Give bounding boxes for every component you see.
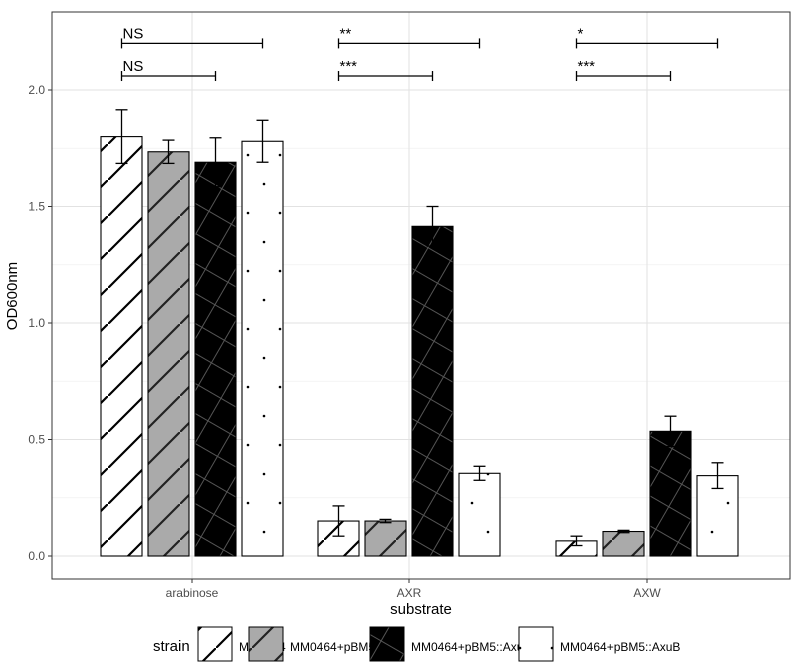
- bar: [411, 225, 454, 557]
- legend-label: MM0464+pBM5::AxuB: [560, 640, 680, 654]
- significance-label: ***: [578, 58, 596, 75]
- x-tick-label: AXR: [397, 586, 422, 600]
- bar: [364, 520, 407, 557]
- significance-label: *: [578, 25, 584, 42]
- y-tick-label: 0.0: [28, 549, 45, 563]
- bar: [147, 151, 190, 557]
- y-axis-label: OD600nm: [4, 262, 21, 330]
- legend-label: MM0464+pBM5::AxuA: [411, 640, 531, 654]
- panel-border: [51, 11, 791, 580]
- legend-label: MM0464+pBM5: [290, 640, 375, 654]
- bar: [649, 430, 692, 557]
- significance-label: NS: [123, 58, 144, 75]
- y-tick-label: 1.5: [28, 200, 45, 214]
- y-tick-label: 0.5: [28, 433, 45, 447]
- axes: 0.0 0.5 1.0 1.5 2.0 arabinose AXR AXW: [28, 83, 661, 600]
- legend-key: [369, 626, 405, 662]
- x-axis-label: substrate: [390, 601, 452, 618]
- legend-key: [197, 626, 233, 662]
- y-tick-label: 1.0: [28, 316, 45, 330]
- y-tick-label: 2.0: [28, 83, 45, 97]
- x-tick-label: AXW: [633, 586, 661, 600]
- bar: [194, 161, 237, 557]
- bar: [241, 140, 284, 557]
- significance-label: **: [340, 25, 352, 42]
- legend-key: [518, 626, 554, 662]
- significance-label: NS: [123, 25, 144, 42]
- bar: [458, 472, 501, 557]
- bar: [100, 136, 143, 557]
- bars: [100, 109, 739, 557]
- bar: [602, 530, 645, 557]
- significance-label: ***: [340, 58, 358, 75]
- legend-key: [248, 626, 284, 662]
- legend-title: strain: [153, 638, 190, 655]
- legend: strainMM0464MM0464+pBM5MM0464+pBM5::AxuA…: [153, 626, 680, 662]
- x-tick-label: arabinose: [166, 586, 219, 600]
